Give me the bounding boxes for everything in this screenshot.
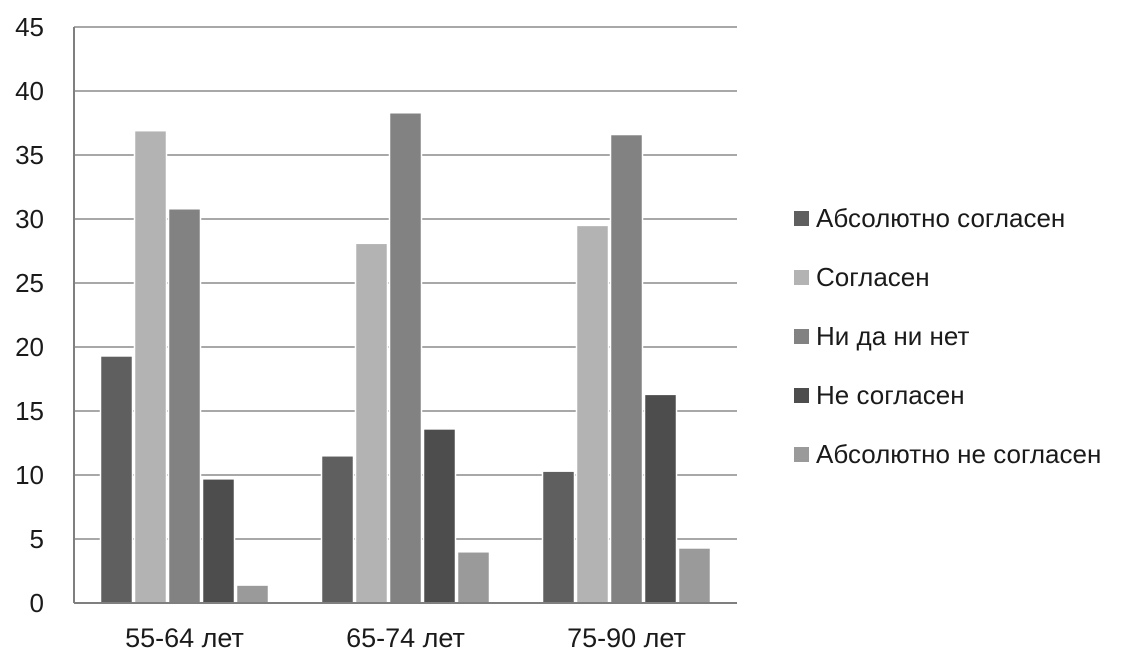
legend-label: Согласен (816, 262, 930, 292)
x-axis-categories: 55-64 лет 65-74 лет 75-90 лет (125, 623, 686, 653)
legend-swatch (794, 211, 809, 226)
bar (541, 470, 576, 604)
bar (575, 224, 610, 604)
bar (643, 393, 678, 604)
bar (201, 478, 236, 604)
y-tick-label: 10 (15, 460, 44, 490)
legend-label: Не согласен (816, 380, 965, 410)
y-tick-label: 0 (30, 588, 44, 618)
y-tick-label: 35 (15, 140, 44, 170)
y-tick-label: 5 (30, 524, 44, 554)
bar (99, 355, 134, 604)
legend-swatch (794, 329, 809, 344)
bars (99, 112, 712, 604)
y-tick-label: 40 (15, 76, 44, 106)
y-tick-label: 45 (15, 12, 44, 42)
y-tick-label: 25 (15, 268, 44, 298)
axes (73, 27, 737, 604)
y-tick-label: 30 (15, 204, 44, 234)
legend: Абсолютно согласен Согласен Ни да ни нет Не… (794, 203, 1101, 469)
bar (133, 129, 168, 604)
bar (422, 428, 457, 604)
x-category-label: 75-90 лет (567, 623, 686, 653)
legend-swatch (794, 270, 809, 285)
legend-swatch (794, 388, 809, 403)
bar (456, 551, 491, 604)
bar (609, 133, 644, 604)
bar (388, 112, 423, 604)
legend-label: Абсолютно не согласен (816, 439, 1101, 469)
legend-label: Ни да ни нет (816, 321, 969, 351)
legend-label: Абсолютно согласен (816, 203, 1065, 233)
bar (320, 455, 355, 604)
bar (354, 242, 389, 604)
bar (167, 208, 202, 604)
x-category-label: 65-74 лет (346, 623, 465, 653)
y-tick-label: 20 (15, 332, 44, 362)
x-category-label: 55-64 лет (125, 623, 244, 653)
bar (235, 584, 270, 604)
bar (677, 547, 712, 604)
legend-swatch (794, 447, 809, 462)
y-axis-ticks: 0 5 10 15 20 25 30 35 40 45 (15, 12, 44, 618)
y-tick-label: 15 (15, 396, 44, 426)
